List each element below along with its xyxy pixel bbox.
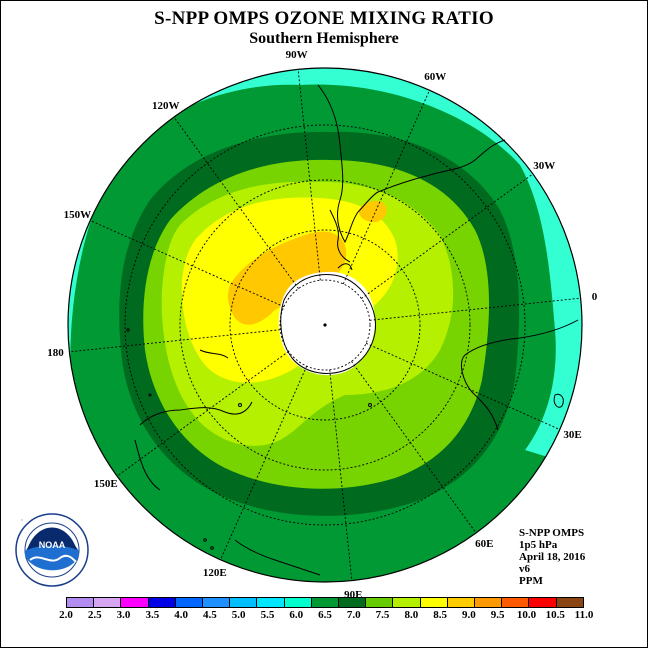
colorbar-swatch: [366, 598, 394, 607]
colorbar-tick-label: 8.0: [404, 609, 419, 621]
meridian-line: [173, 116, 299, 289]
noaa-logo: NOAA: [15, 513, 89, 587]
colorbar-swatch: [311, 598, 340, 607]
longitude-label: 90W: [285, 49, 308, 62]
colorbar-swatch: [475, 598, 503, 607]
colorbar-swatch: [339, 598, 367, 607]
longitude-label: 120W: [151, 99, 180, 112]
colorbar-tick-label: 10.0: [516, 609, 537, 621]
meridian-line: [220, 365, 308, 560]
meridian-line: [351, 361, 477, 534]
colorbar-tick-label: 6.5: [318, 609, 332, 621]
meridian-line: [90, 220, 285, 308]
svg-text:NOAA: NOAA: [39, 540, 66, 550]
longitude-label: 180: [47, 347, 64, 360]
longitude-label: 60W: [424, 71, 447, 84]
map-boundary: [67, 67, 583, 583]
band-9.0-9.5: [227, 231, 347, 325]
colorbar-tick-label: 2.5: [87, 609, 102, 621]
colorbar-swatch: [175, 598, 204, 607]
colorbar-tick-label: 9.5: [490, 609, 505, 621]
colorbar-swatch: [502, 598, 530, 607]
instrument-label: S-NPP OMPS: [519, 527, 585, 539]
colorbar-tick-label: 4.5: [203, 609, 217, 621]
longitude-label: 30E: [563, 429, 582, 442]
colorbar-swatch: [529, 598, 557, 607]
longitude-label: 60E: [475, 538, 494, 551]
meridian-line: [69, 329, 281, 353]
meridian-line: [329, 369, 353, 581]
colorbar-tick-label: 8.5: [433, 609, 447, 621]
meridian-line: [342, 90, 430, 285]
colorbar-swatch: [393, 598, 421, 607]
colorbar-tick-label: 3.0: [116, 609, 131, 621]
longitude-label: 120E: [202, 566, 227, 579]
map-title: S-NPP OMPS OZONE MIXING RATIO: [154, 8, 494, 29]
colorbar-swatch: [230, 598, 258, 607]
colorbar-swatch: [94, 598, 122, 607]
colorbar-swatch: [556, 598, 583, 607]
meridian-line: [361, 173, 534, 299]
units-label: PPM: [519, 575, 543, 587]
band-9.0-9.5: [359, 200, 387, 222]
colorbar-tick-label: 7.0: [346, 609, 361, 621]
map-subtitle: Southern Hemisphere: [249, 30, 399, 47]
longitude-label: 0: [591, 290, 598, 303]
colorbar-tick-label: 11.0: [574, 609, 594, 621]
colorbar: [66, 597, 584, 608]
colorbar-swatch: [67, 598, 95, 607]
meridian-line: [297, 69, 321, 281]
colorbar-tick-label: 5.5: [260, 609, 275, 621]
version-label: v6: [519, 563, 530, 575]
colorbar-swatch: [420, 598, 448, 607]
longitude-lines: [69, 69, 581, 581]
colorbar-swatch: [284, 598, 312, 607]
south-pole-marker: [323, 323, 327, 327]
longitude-label: 30W: [533, 159, 556, 172]
colorbar-swatch: [203, 598, 231, 607]
meridian-line: [365, 342, 560, 430]
date-label: April 18, 2016: [519, 551, 586, 563]
colorbar-tick-label: 10.5: [545, 609, 565, 621]
coastlines: [126, 84, 579, 576]
colorbar-tick-label: 3.5: [145, 609, 160, 621]
colorbar-swatch: [121, 598, 149, 607]
colorbar-tick-label: 4.0: [174, 609, 188, 621]
meridian-line: [369, 297, 581, 321]
colorbar-swatch: [447, 598, 476, 607]
longitude-label: 150W: [63, 208, 92, 221]
colorbar-tick-label: 2.0: [59, 609, 73, 621]
polar-night-no-data: [278, 271, 375, 376]
colorbar-swatch: [257, 598, 285, 607]
colorbar-tick-label: 5.0: [231, 609, 246, 621]
meridian-line: [116, 351, 289, 477]
pressure-level: 1p5 hPa: [519, 539, 558, 551]
ozone-field: [68, 68, 582, 582]
colorbar-tick-label: 9.0: [462, 609, 476, 621]
colorbar-tick-label: 7.5: [375, 609, 390, 621]
longitude-label: 150E: [93, 478, 118, 491]
colorbar-tick-label: 6.0: [289, 609, 304, 621]
colorbar-swatch: [148, 598, 176, 607]
info-block: S-NPP OMPS 1p5 hPa April 18, 2016 v6 PPM: [519, 527, 585, 587]
latitude-circles: [124, 124, 526, 526]
